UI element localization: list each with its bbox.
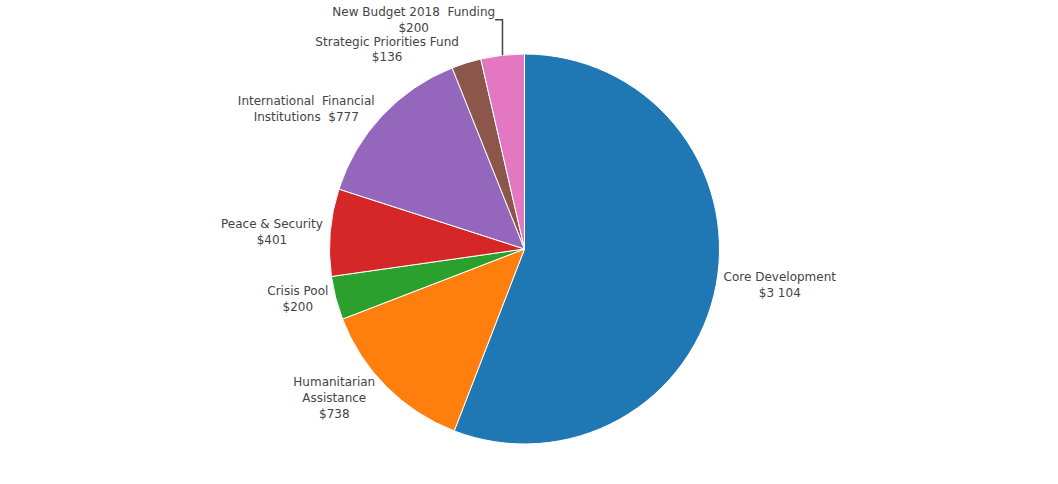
svg-text:New Budget 2018 Funding$200: New Budget 2018 Funding$200 (332, 5, 495, 35)
svg-text:Peace & Security$401: Peace & Security$401 (221, 217, 323, 247)
svg-text:Crisis Pool$200: Crisis Pool$200 (267, 284, 328, 314)
svg-text:Core Development$3 104: Core Development$3 104 (724, 270, 837, 300)
svg-text:HumanitarianAssistance$738: HumanitarianAssistance$738 (293, 375, 375, 420)
svg-text:International FinancialInstit: International FinancialInstitutions $777 (238, 94, 375, 124)
svg-text:Strategic Priorities Fund$136: Strategic Priorities Fund$136 (315, 35, 459, 65)
